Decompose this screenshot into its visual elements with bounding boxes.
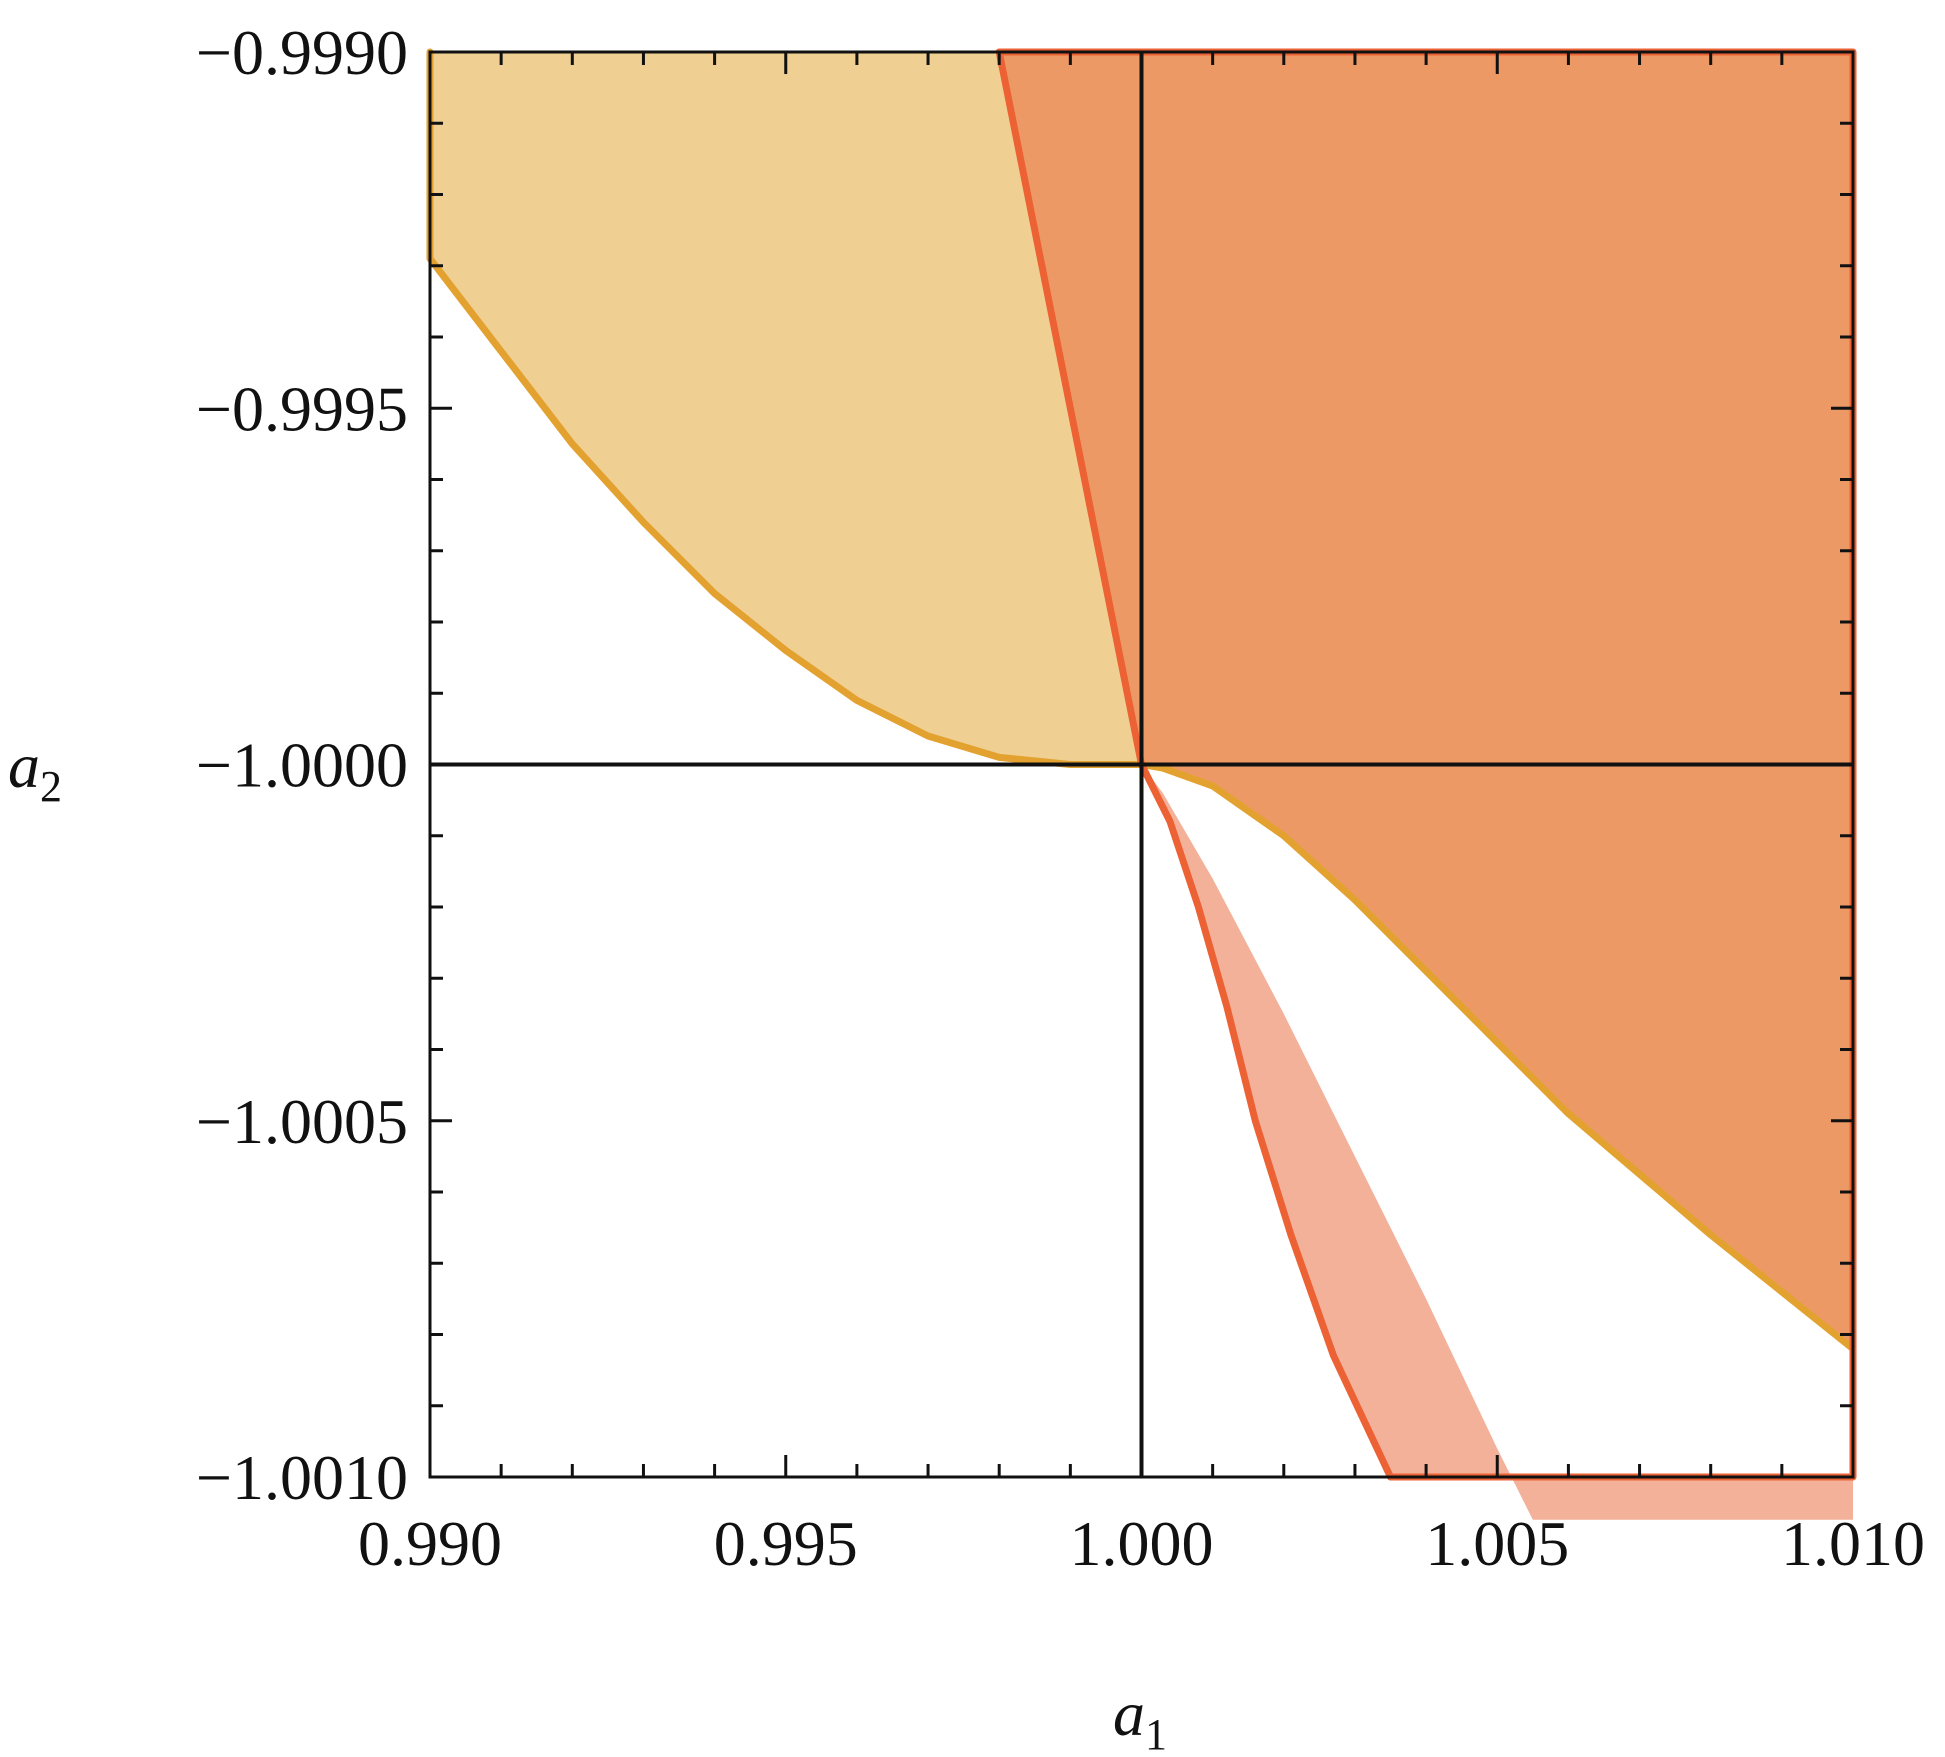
x-tick-label: 1.005 — [1425, 1508, 1569, 1579]
region-2 — [1141, 764, 1853, 1520]
boundary-curve-3 — [995, 48, 1145, 768]
boundary-curve-4 — [1138, 761, 1394, 1481]
regions-layer — [430, 52, 1853, 1520]
reference-lines — [430, 52, 1853, 1477]
axis-labels: a1 a2 — [8, 730, 1167, 1757]
y-tick-label: −1.0005 — [196, 1086, 408, 1157]
y-tick-label: −1.0010 — [196, 1442, 408, 1513]
x-axis-label: a1 — [1113, 1678, 1167, 1757]
region-3 — [999, 52, 1853, 1349]
y-tick-label: −0.9990 — [196, 17, 408, 88]
region-1 — [430, 52, 1142, 765]
y-axis-label: a2 — [8, 730, 62, 811]
x-tick-label: 1.010 — [1781, 1508, 1925, 1579]
axis-ticks: 0.990 0.995 1.000 1.005 1.010 −0.9990 −0.9995 −… — [196, 17, 1925, 1579]
y-tick-label: −1.0000 — [196, 730, 408, 801]
x-tick-label: 0.995 — [714, 1508, 858, 1579]
x-tick-label: 1.000 — [1070, 1508, 1214, 1579]
y-tick-label: −0.9995 — [196, 373, 408, 444]
x-tick-label: 0.990 — [358, 1508, 502, 1579]
